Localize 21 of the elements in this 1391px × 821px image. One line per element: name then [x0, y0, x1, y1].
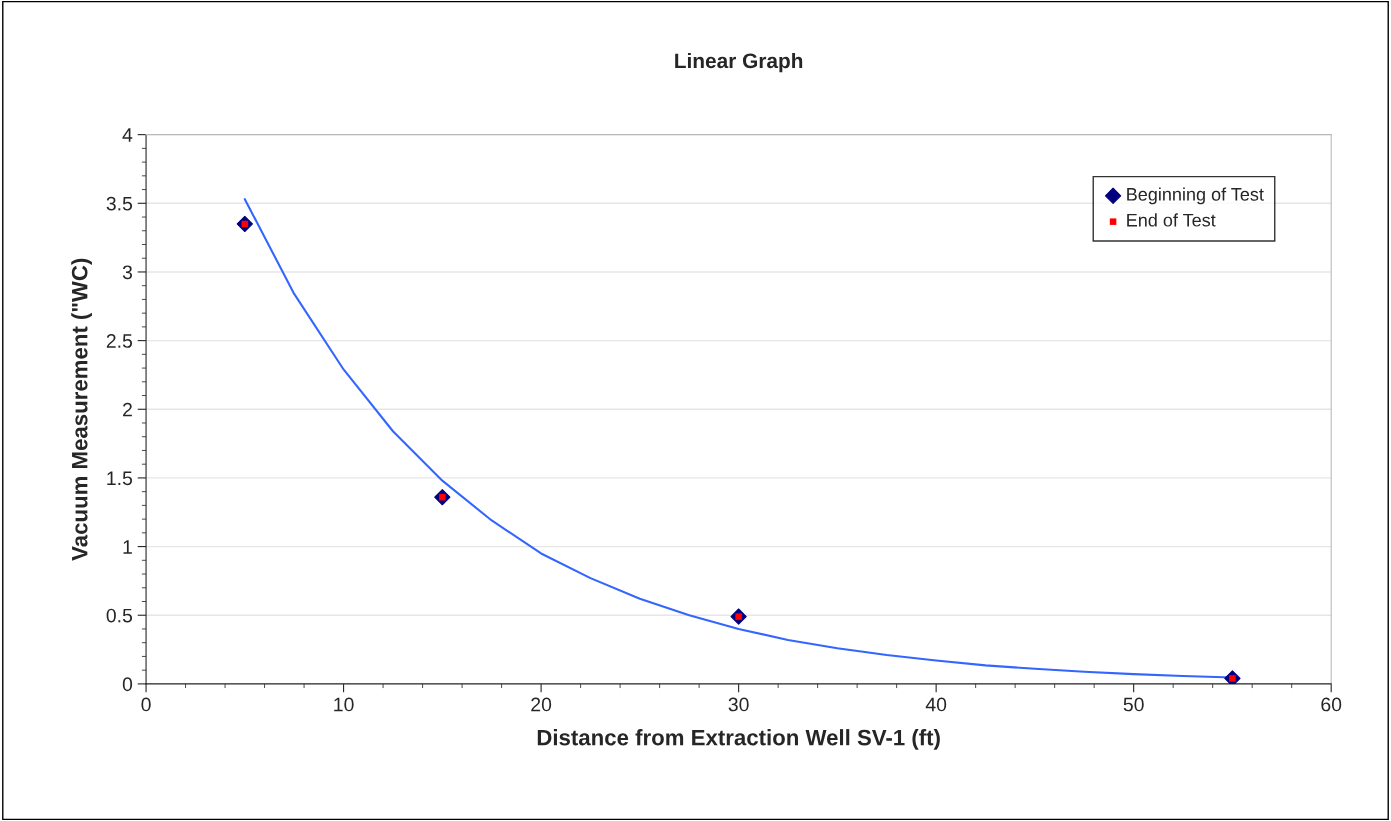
- y-tick-label: 3.5: [106, 196, 133, 211]
- x-tick-label: 30: [728, 697, 749, 712]
- y-tick-label: 0: [122, 677, 133, 692]
- x-tick-label: 40: [925, 697, 947, 712]
- x-tick-label: 50: [1123, 697, 1144, 712]
- y-tick-label: 2: [123, 402, 132, 417]
- y-tick-label: 2.5: [106, 334, 133, 348]
- x-tick-label: 60: [1321, 697, 1342, 712]
- y-tick-label: 0.5: [106, 608, 133, 623]
- y-tick-label: 3: [122, 265, 133, 280]
- x-axis-title: Distance from Extraction Well SV-1 (ft): [537, 729, 940, 750]
- x-tick-label: 20: [531, 697, 552, 712]
- y-axis-title: Vacuum Measurement ("WC): [71, 258, 92, 561]
- y-tick-label: 1.5: [107, 471, 133, 486]
- y-tick-label: 4: [122, 128, 133, 142]
- legend-label: Beginning of Test: [1127, 187, 1264, 205]
- x-tick-label: 0: [141, 697, 151, 712]
- y-tick-label: 1: [123, 540, 132, 554]
- chart-title: Linear Graph: [675, 52, 803, 73]
- legend-label: End of Test: [1127, 213, 1216, 227]
- x-tick-label: 10: [334, 697, 354, 712]
